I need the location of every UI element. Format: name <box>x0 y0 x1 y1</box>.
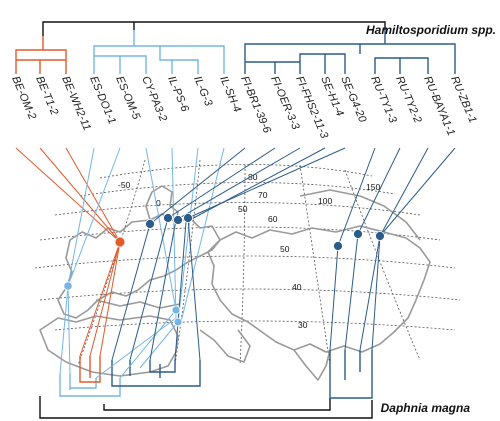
host-root <box>39 396 373 419</box>
latitude-label: 30 <box>298 320 308 330</box>
sample-point <box>353 229 363 239</box>
scandinavia-outline <box>145 185 179 223</box>
host-title: Daphnia magna <box>381 401 471 415</box>
latitude-label: 70 <box>258 190 268 200</box>
sample-point <box>173 317 183 327</box>
tip-label: RU-TY1-3 <box>368 74 399 125</box>
sample-point <box>63 281 73 291</box>
tip-label: BE-T1-2 <box>33 74 60 116</box>
sample-point <box>375 231 385 241</box>
sample-point <box>183 213 193 223</box>
host-red-clade <box>79 356 101 383</box>
tip-label: ES-OM-5 <box>113 74 142 122</box>
longitude-label: 50 <box>238 204 248 214</box>
host-dark-clade <box>111 360 201 387</box>
latitude-label: 80 <box>248 172 258 182</box>
parasite-red-clade <box>15 36 67 74</box>
parasite-tip-labels: BE-OM-2 BE-T1-2 BE-WH2-11 ES-DO1-1 ES-OM… <box>9 74 478 141</box>
tip-label: IL-PS-6 <box>165 74 191 114</box>
sample-point <box>163 213 173 223</box>
grid-labels: -50 0 50 100 150 80 70 60 50 40 30 <box>118 172 380 330</box>
sample-point <box>333 241 343 251</box>
sample-point <box>145 219 155 229</box>
association-lines <box>15 147 456 379</box>
latitude-label: 40 <box>292 282 302 292</box>
india-outline <box>293 349 331 381</box>
graticule <box>34 159 461 366</box>
sample-point <box>114 236 126 248</box>
host-tree <box>39 350 373 419</box>
parasite-root <box>42 21 386 36</box>
tip-label: BE-OM-2 <box>9 74 38 121</box>
continents <box>39 185 431 381</box>
longitude-label: 150 <box>366 182 380 192</box>
tip-label: CY-PA3-2 <box>139 74 169 123</box>
tip-label: SE-G4-20 <box>338 74 369 125</box>
longitude-label: 100 <box>318 196 332 206</box>
longitude-label: -50 <box>118 180 131 190</box>
parasite-title: Hamiltosporidium spp. <box>366 23 496 37</box>
parasite-tree <box>15 21 456 74</box>
sampling-points <box>63 213 385 327</box>
europe-outline <box>57 213 221 319</box>
parasite-light-clade <box>93 30 225 74</box>
longitude-label: 0 <box>156 198 161 208</box>
tip-label: RU-ZB1-1 <box>448 74 478 124</box>
sample-point <box>173 215 183 225</box>
latitude-label: 60 <box>268 214 278 224</box>
mediterranean-outline <box>95 299 181 309</box>
sample-point <box>171 305 181 315</box>
tip-label: BE-WH2-11 <box>59 74 93 132</box>
siberia-outline <box>299 189 421 241</box>
arabia-outline <box>199 329 251 363</box>
latitude-label: 50 <box>280 244 290 254</box>
host-dark-clade-east <box>329 350 373 399</box>
tip-label: IL-G-3 <box>191 74 215 108</box>
africa-outline <box>39 315 179 377</box>
asia-outline <box>207 225 431 353</box>
parasite-dark-clade <box>244 30 456 74</box>
world-map: -50 0 50 100 150 80 70 60 50 40 30 <box>34 159 461 381</box>
tip-label: FI-BR1-39-6 <box>238 74 273 135</box>
tip-label: ES-DO1-1 <box>87 74 118 125</box>
